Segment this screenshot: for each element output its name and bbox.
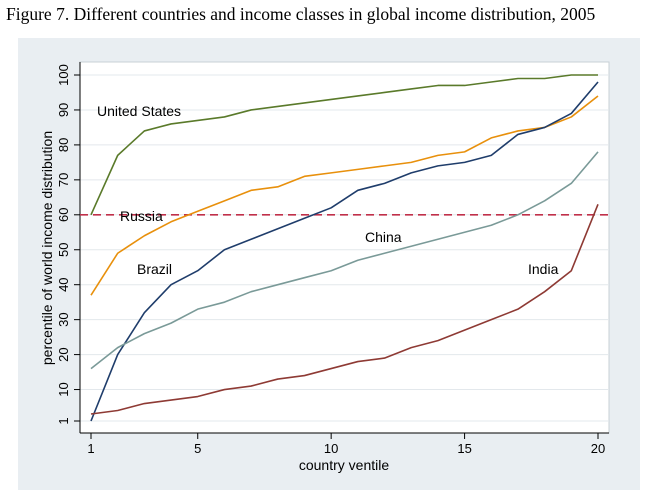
figure-title: Figure 7. Different countries and income… xyxy=(6,4,596,24)
y-tick-label: 40 xyxy=(56,277,71,291)
series-label-india: India xyxy=(528,261,559,277)
x-tick-label: 1 xyxy=(87,441,94,456)
y-tick-label: 80 xyxy=(56,138,71,152)
x-tick-label: 5 xyxy=(194,441,201,456)
y-tick-label: 30 xyxy=(56,312,71,326)
x-tick-label: 10 xyxy=(324,441,338,456)
x-axis-label: country ventile xyxy=(299,457,389,473)
y-tick-label: 90 xyxy=(56,103,71,117)
series-line-india xyxy=(90,204,599,415)
series-label-united-states: United States xyxy=(97,103,181,119)
series-label-russia: Russia xyxy=(120,208,163,224)
series-labels: United States Russia Brazil China India xyxy=(97,103,559,277)
y-tick-label: 100 xyxy=(56,64,71,86)
y-axis-label: percentile of world income distribution xyxy=(39,131,55,365)
series-label-china: China xyxy=(365,229,402,245)
y-tick-label: 70 xyxy=(56,173,71,187)
y-tick-label: 10 xyxy=(56,382,71,396)
y-tick-label: 50 xyxy=(56,243,71,257)
series-line-united-states xyxy=(90,74,598,216)
y-tick-label: 60 xyxy=(56,208,71,222)
x-tick-label: 15 xyxy=(457,441,471,456)
series-line-china xyxy=(90,151,599,370)
plot-area xyxy=(79,61,610,434)
series-label-brazil: Brazil xyxy=(137,261,172,277)
x-tick-label: 20 xyxy=(591,441,605,456)
y-tick-label: 1 xyxy=(56,417,71,424)
series-line-brazil xyxy=(90,81,599,422)
series-lines xyxy=(80,74,609,422)
y-tick-label: 20 xyxy=(56,347,71,361)
grid-lines xyxy=(80,74,609,422)
series-line-russia xyxy=(90,95,599,296)
